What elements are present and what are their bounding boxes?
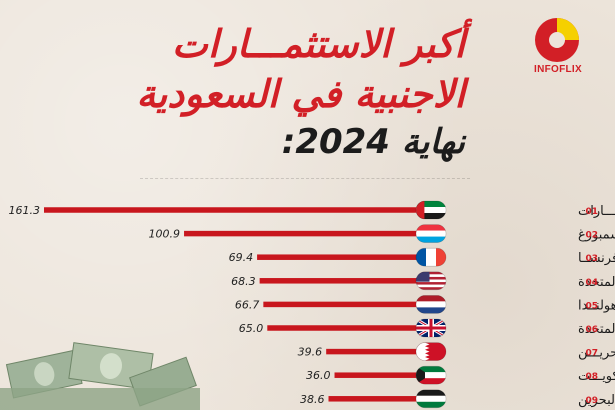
title-line-3: نهاية 2024: xyxy=(281,122,465,162)
divider xyxy=(140,178,470,179)
rank-label: 01 xyxy=(585,207,598,217)
flag-outline xyxy=(415,271,447,291)
title-line-1: أكبر الاستثمـــارات xyxy=(172,22,465,66)
flag-outline xyxy=(415,365,447,385)
money-illustration xyxy=(0,342,200,410)
bar xyxy=(267,325,418,331)
category-label: الامـــارات xyxy=(578,204,615,219)
flag-icon xyxy=(416,389,446,408)
rank-label: 03 xyxy=(585,254,598,264)
title-line-2: الاجنبية في السعودية xyxy=(136,72,465,116)
uae-flag-icon xyxy=(416,201,446,219)
bar-value-label: 39.6 xyxy=(298,346,323,359)
bar xyxy=(328,396,418,402)
rank-label: 02 xyxy=(585,231,598,241)
bar-value-label: 65.0 xyxy=(239,322,264,335)
bar-value-label: 100.9 xyxy=(149,228,181,241)
bahrain-flag-icon xyxy=(416,342,446,361)
category-label: المملكة المتحدة xyxy=(578,322,615,337)
category-label: البحريـــن xyxy=(578,346,615,361)
bar-value-label: 161.3 xyxy=(9,204,41,217)
rank-label: 07 xyxy=(585,349,598,359)
bar-value-label: 36.0 xyxy=(306,369,331,382)
flag-outline xyxy=(415,318,447,338)
netherlands-flag-icon xyxy=(416,295,446,314)
infoflix-pie-logo-icon xyxy=(535,18,579,62)
rank-label: 06 xyxy=(585,325,598,335)
flag-outline xyxy=(415,389,447,409)
flag-outline xyxy=(415,200,447,220)
bar-value-label: 69.4 xyxy=(229,251,254,264)
category-label: هولنــدا xyxy=(578,298,615,313)
bar xyxy=(257,254,418,260)
flag-outline xyxy=(415,342,447,361)
flag-outline xyxy=(415,247,447,267)
luxembourg-flag-icon xyxy=(416,224,446,243)
category-label: لوكسمبورغ xyxy=(578,228,615,243)
rank-label: 08 xyxy=(585,372,598,382)
rank-label: 04 xyxy=(585,278,598,288)
bar xyxy=(263,301,418,308)
brand-logo-text: INFOFLIX xyxy=(534,64,582,75)
bar xyxy=(334,372,418,378)
bar xyxy=(326,348,418,355)
category-label: البحرين xyxy=(578,393,615,408)
uk-flag-icon xyxy=(416,319,446,337)
rank-label: 05 xyxy=(585,301,598,311)
flag-outline xyxy=(415,295,447,314)
kuwait-flag-icon xyxy=(416,366,446,385)
category-label: الولايات المتحدة xyxy=(578,275,615,290)
bar xyxy=(259,278,418,284)
bar xyxy=(44,207,418,213)
france-flag-icon xyxy=(416,248,446,267)
rank-label: 09 xyxy=(585,396,598,406)
bar-value-label: 66.7 xyxy=(235,298,260,311)
category-label: فرنســا xyxy=(578,251,615,266)
bar xyxy=(184,230,418,237)
category-label: الكويـــت xyxy=(578,369,615,384)
bar-value-label: 68.3 xyxy=(231,275,256,288)
bar-value-label: 38.6 xyxy=(300,393,325,406)
usa-flag-icon xyxy=(416,271,446,290)
flag-outline xyxy=(415,224,447,243)
